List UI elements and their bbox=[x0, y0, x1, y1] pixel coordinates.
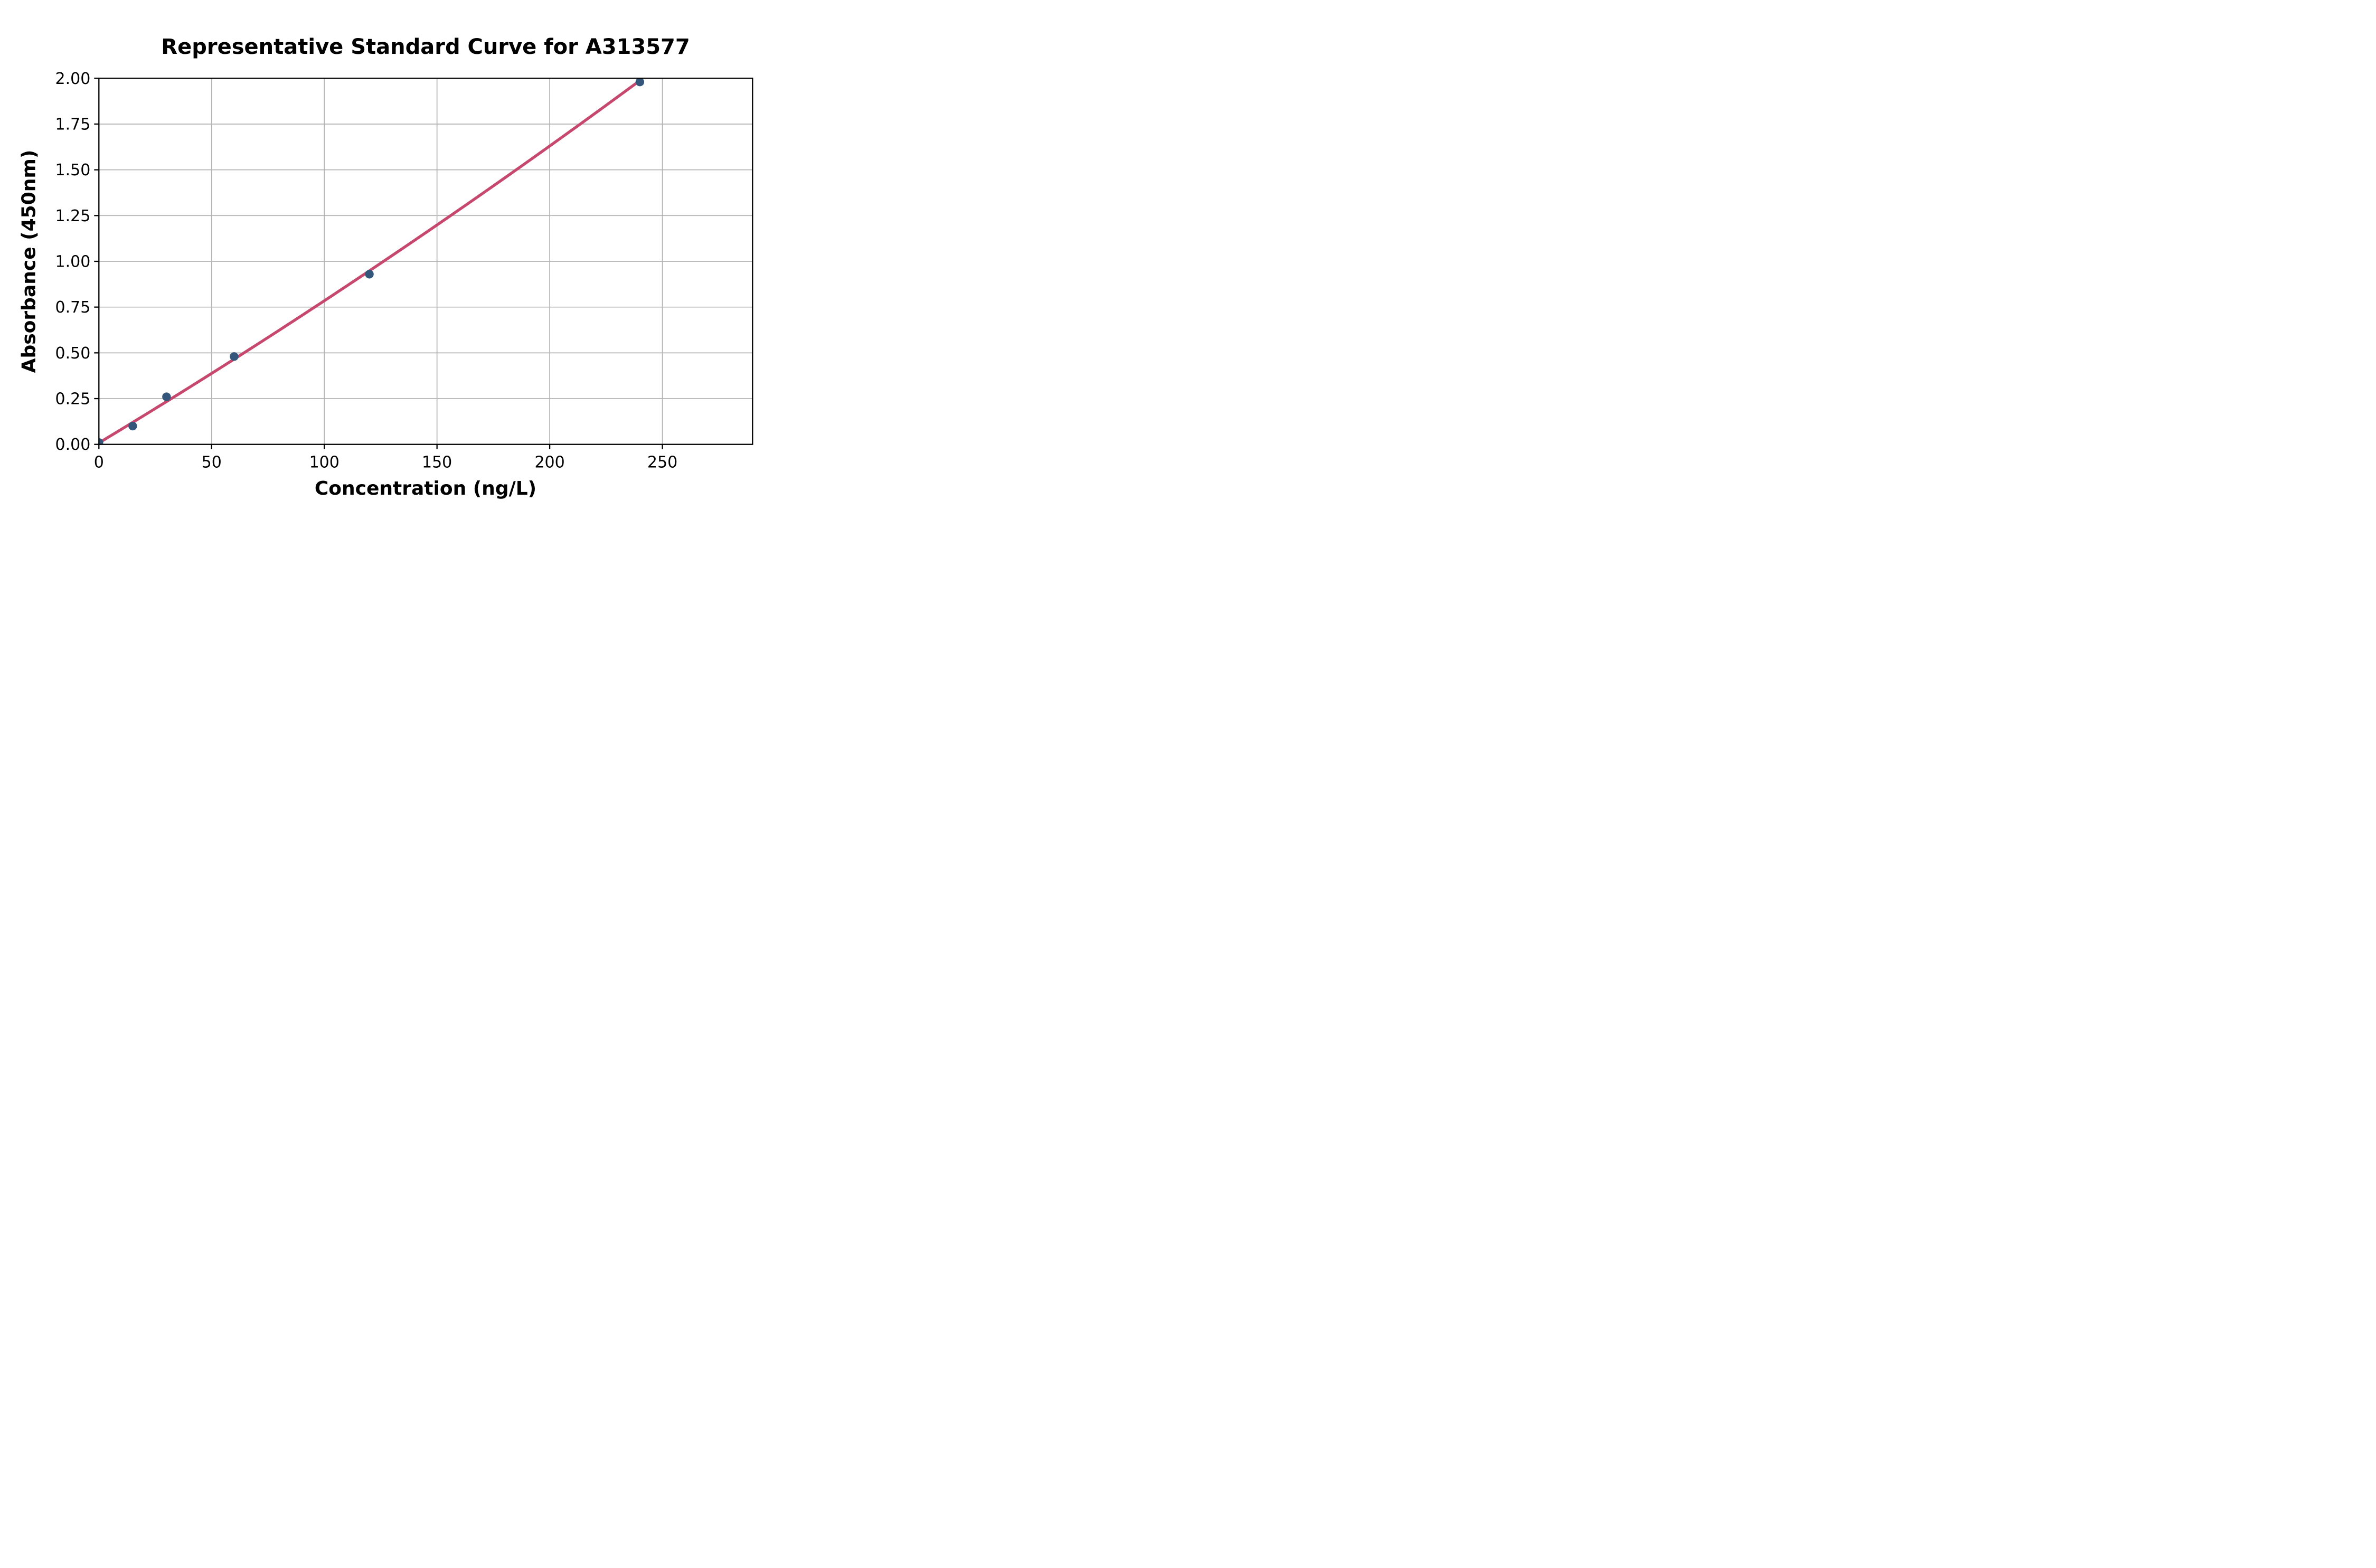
x-tick-label: 150 bbox=[422, 454, 452, 472]
y-tick-label: 1.75 bbox=[55, 115, 91, 134]
x-tick-label: 0 bbox=[94, 454, 104, 472]
data-point bbox=[128, 421, 137, 431]
x-tick-label: 250 bbox=[647, 454, 677, 472]
y-tick-label: 1.50 bbox=[55, 161, 91, 180]
y-tick-label: 0.25 bbox=[55, 390, 91, 409]
y-tick-label: 2.00 bbox=[55, 70, 91, 88]
y-tick-label: 0.00 bbox=[55, 436, 91, 454]
y-tick-label: 1.25 bbox=[55, 207, 91, 225]
chart-title: Representative Standard Curve for A31357… bbox=[161, 35, 690, 59]
data-point bbox=[635, 78, 645, 87]
y-tick-label: 1.00 bbox=[55, 253, 91, 271]
data-points-group bbox=[99, 78, 645, 445]
x-tick-label: 50 bbox=[202, 454, 222, 472]
data-point bbox=[230, 352, 239, 361]
plot-canvas: 0 50 100 150 200 250 0.00 0.25 0.50 0.75 1.00 1.25 1… bbox=[55, 70, 753, 472]
data-point bbox=[162, 392, 171, 401]
x-axis-label: Concentration (ng/L) bbox=[314, 478, 537, 499]
data-point bbox=[365, 270, 374, 279]
standard-curve-figure: 0 50 100 150 200 250 0.00 0.25 0.50 0.75 1.00 1.25 1… bbox=[0, 0, 792, 523]
x-tick-label: 100 bbox=[309, 454, 340, 472]
y-tick-label: 0.75 bbox=[55, 298, 91, 317]
x-tick-label: 200 bbox=[534, 454, 564, 472]
y-axis-label: Absorbance (450nm) bbox=[18, 149, 40, 373]
data-point bbox=[99, 438, 103, 445]
y-tick-label: 0.50 bbox=[55, 344, 91, 363]
